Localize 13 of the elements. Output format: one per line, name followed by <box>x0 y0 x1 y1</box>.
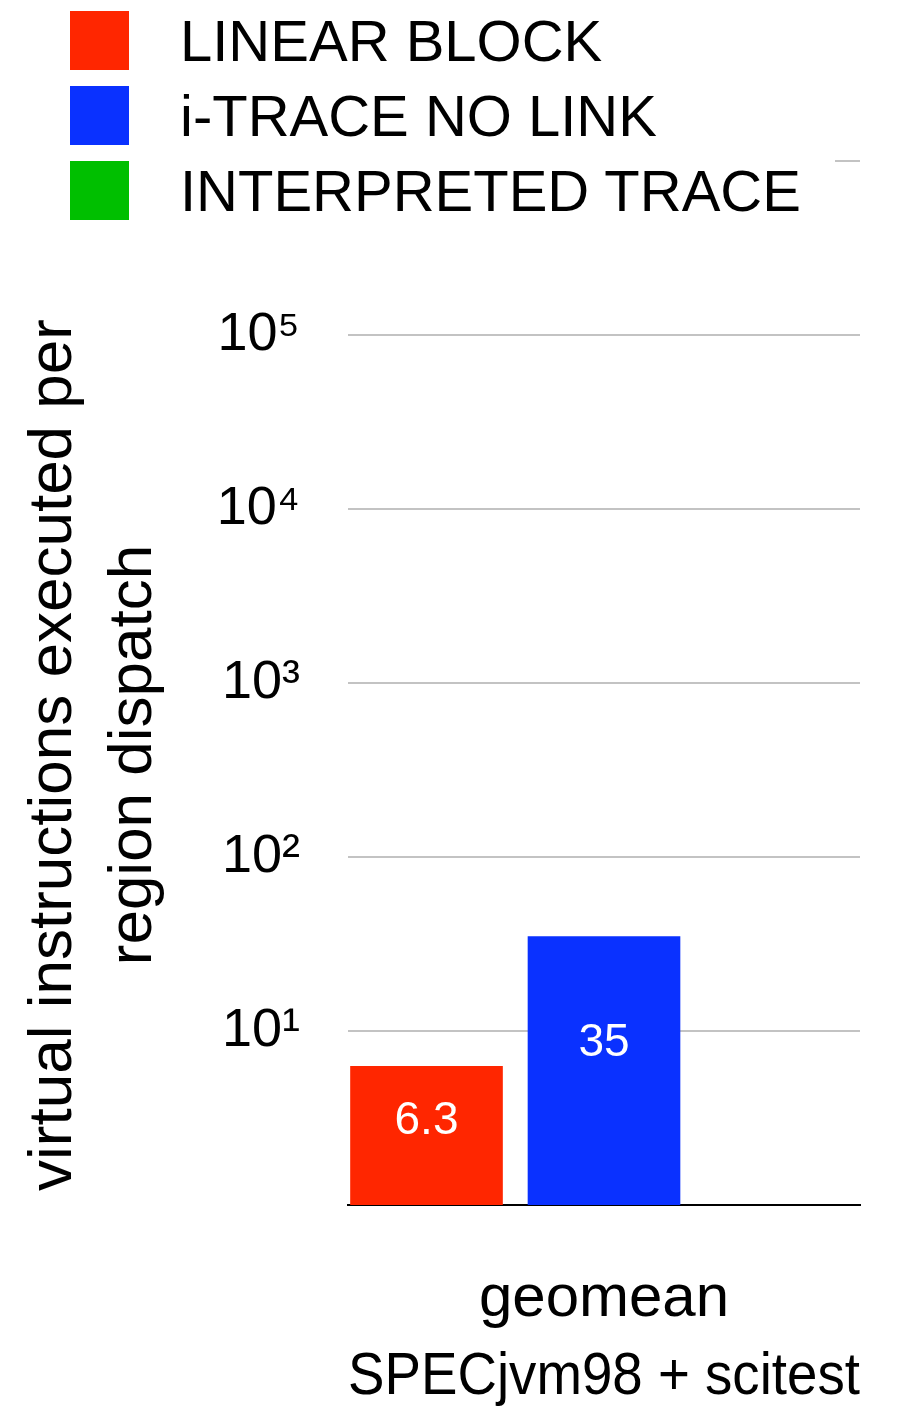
y-tick-label: 10⁴ <box>216 474 300 535</box>
y-tick-label: 10³ <box>221 648 300 709</box>
legend-label: LINEAR BLOCK <box>180 7 603 75</box>
x-tick-label: geomean <box>478 1261 730 1329</box>
y-tick-label: 10² <box>221 822 300 883</box>
y-tick-label: 10¹ <box>221 996 300 1057</box>
data-label: 6.3 <box>394 1092 459 1145</box>
legend-label: i-TRACE NO LINK <box>180 82 657 150</box>
x-axis-title: SPECjvm98 + scitest <box>348 1339 860 1407</box>
data-label: 35 <box>578 1014 630 1067</box>
legend-label: INTERPRETED TRACE <box>180 157 801 225</box>
y-tick-label: 10⁵ <box>217 300 300 361</box>
y-axis-title: virtual instructions executed per region dispatch <box>14 318 165 1193</box>
